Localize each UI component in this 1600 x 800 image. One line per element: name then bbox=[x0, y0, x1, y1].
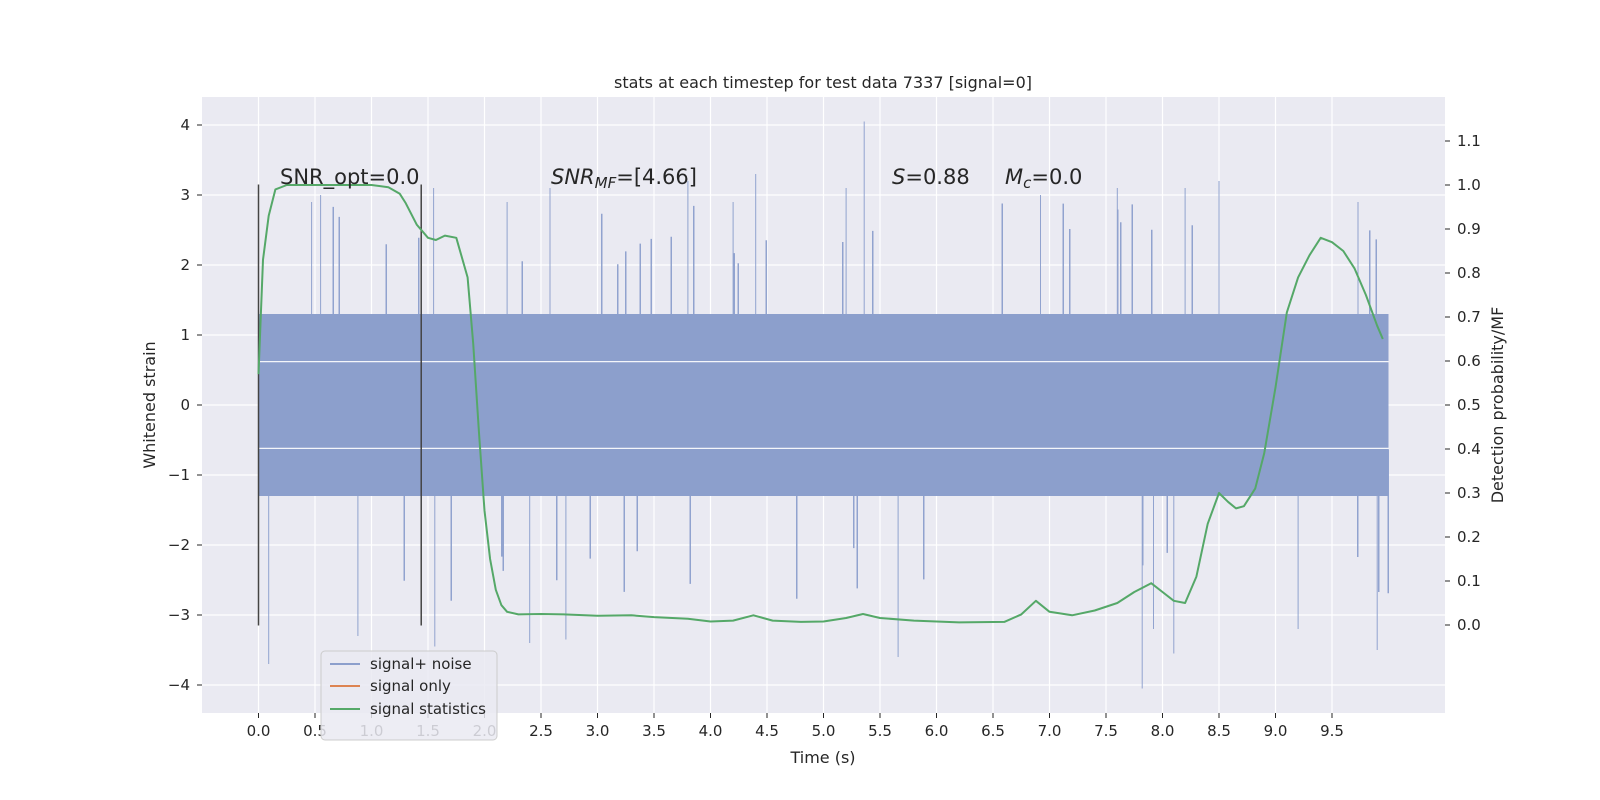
mc-value: =0.0 bbox=[1031, 165, 1082, 189]
y-right-tick-label-2: 0.9 bbox=[1457, 220, 1481, 238]
y-right-tick-label-8: 0.3 bbox=[1457, 484, 1481, 502]
snr-mf-value: =[4.66] bbox=[616, 165, 697, 189]
snr-mf-annotation: SNRMF=[4.66] bbox=[551, 165, 697, 192]
chart-title: stats at each timestep for test data 733… bbox=[614, 73, 1032, 92]
y-right-tick-label-11: 0.0 bbox=[1457, 616, 1481, 634]
y-axis-left-ticks: 4 3 2 1 0 −1 −2 −3 −4 bbox=[168, 116, 202, 694]
snr-opt-annotation: SNR_opt=0.0 bbox=[280, 165, 420, 190]
y-right-tick-label-6: 0.5 bbox=[1457, 396, 1481, 414]
series-signal-statistics bbox=[257, 184, 1384, 624]
x-tick-label-6: 3.0 bbox=[586, 722, 610, 740]
legend: signal+ noise signal only signal statist… bbox=[320, 650, 498, 741]
snr-mf-variable: SNR bbox=[551, 165, 595, 189]
y-tick-label-6: −2 bbox=[168, 536, 190, 554]
x-tick-label-17: 8.5 bbox=[1207, 722, 1231, 740]
x-tick-label-13: 6.5 bbox=[981, 722, 1005, 740]
y-axis-right-ticks: 1.1 1.0 0.9 0.8 0.7 0.6 0.5 0.4 0.3 0.2 0.1 0.0 bbox=[1445, 132, 1481, 634]
y-axis-right-label: Detection probability/MF bbox=[1488, 307, 1507, 504]
legend-label-signal-noise: signal+ noise bbox=[370, 655, 472, 673]
s-value: =0.88 bbox=[905, 165, 969, 189]
y-axis-left-label: Whitened strain bbox=[140, 341, 159, 468]
y-tick-label-2: 2 bbox=[180, 256, 190, 274]
x-axis-label: Time (s) bbox=[789, 748, 855, 767]
x-tick-label-15: 7.5 bbox=[1094, 722, 1118, 740]
y-right-tick-label-1: 1.0 bbox=[1457, 176, 1481, 194]
y-tick-label-5: −1 bbox=[168, 466, 190, 484]
x-tick-label-11: 5.5 bbox=[868, 722, 892, 740]
x-tick-label-10: 5.0 bbox=[812, 722, 836, 740]
s-annotation: S=0.88 bbox=[892, 165, 970, 189]
x-tick-label-9: 4.5 bbox=[755, 722, 779, 740]
x-tick-label-16: 8.0 bbox=[1151, 722, 1175, 740]
window-markers bbox=[257, 184, 422, 626]
noise-series-layer bbox=[258, 121, 1389, 689]
y-tick-label-3: 1 bbox=[180, 326, 190, 344]
y-tick-label-8: −4 bbox=[168, 676, 190, 694]
y-right-tick-label-4: 0.7 bbox=[1457, 308, 1481, 326]
y-right-tick-label-9: 0.2 bbox=[1457, 528, 1481, 546]
legend-label-signal-statistics: signal statistics bbox=[370, 700, 486, 718]
x-tick-label-12: 6.0 bbox=[925, 722, 949, 740]
statistics-series-layer bbox=[257, 184, 1384, 624]
legend-label-signal-only: signal only bbox=[370, 677, 451, 695]
y-tick-label-1: 3 bbox=[180, 186, 190, 204]
noise-band bbox=[258, 314, 1389, 496]
y-tick-label-4: 0 bbox=[180, 396, 190, 414]
y-right-tick-label-7: 0.4 bbox=[1457, 440, 1481, 458]
mc-subscript: c bbox=[1023, 174, 1032, 192]
snr-mf-subscript: MF bbox=[595, 174, 617, 192]
y-right-tick-label-0: 1.1 bbox=[1457, 132, 1481, 150]
x-tick-label-19: 9.5 bbox=[1320, 722, 1344, 740]
x-tick-label-5: 2.5 bbox=[529, 722, 553, 740]
x-tick-label-8: 4.0 bbox=[699, 722, 723, 740]
x-tick-label-18: 9.0 bbox=[1264, 722, 1288, 740]
x-tick-label-0: 0.0 bbox=[247, 722, 271, 740]
y-right-tick-label-5: 0.6 bbox=[1457, 352, 1481, 370]
x-tick-label-7: 3.5 bbox=[642, 722, 666, 740]
legend-box bbox=[320, 650, 498, 741]
y-tick-label-0: 4 bbox=[180, 116, 190, 134]
y-right-tick-label-3: 0.8 bbox=[1457, 264, 1481, 282]
s-variable: S bbox=[892, 165, 905, 189]
y-right-tick-label-10: 0.1 bbox=[1457, 572, 1481, 590]
mc-annotation: Mc=0.0 bbox=[1005, 165, 1082, 192]
x-tick-label-14: 7.0 bbox=[1038, 722, 1062, 740]
mc-variable: M bbox=[1005, 165, 1023, 189]
y-tick-label-7: −3 bbox=[168, 606, 190, 624]
